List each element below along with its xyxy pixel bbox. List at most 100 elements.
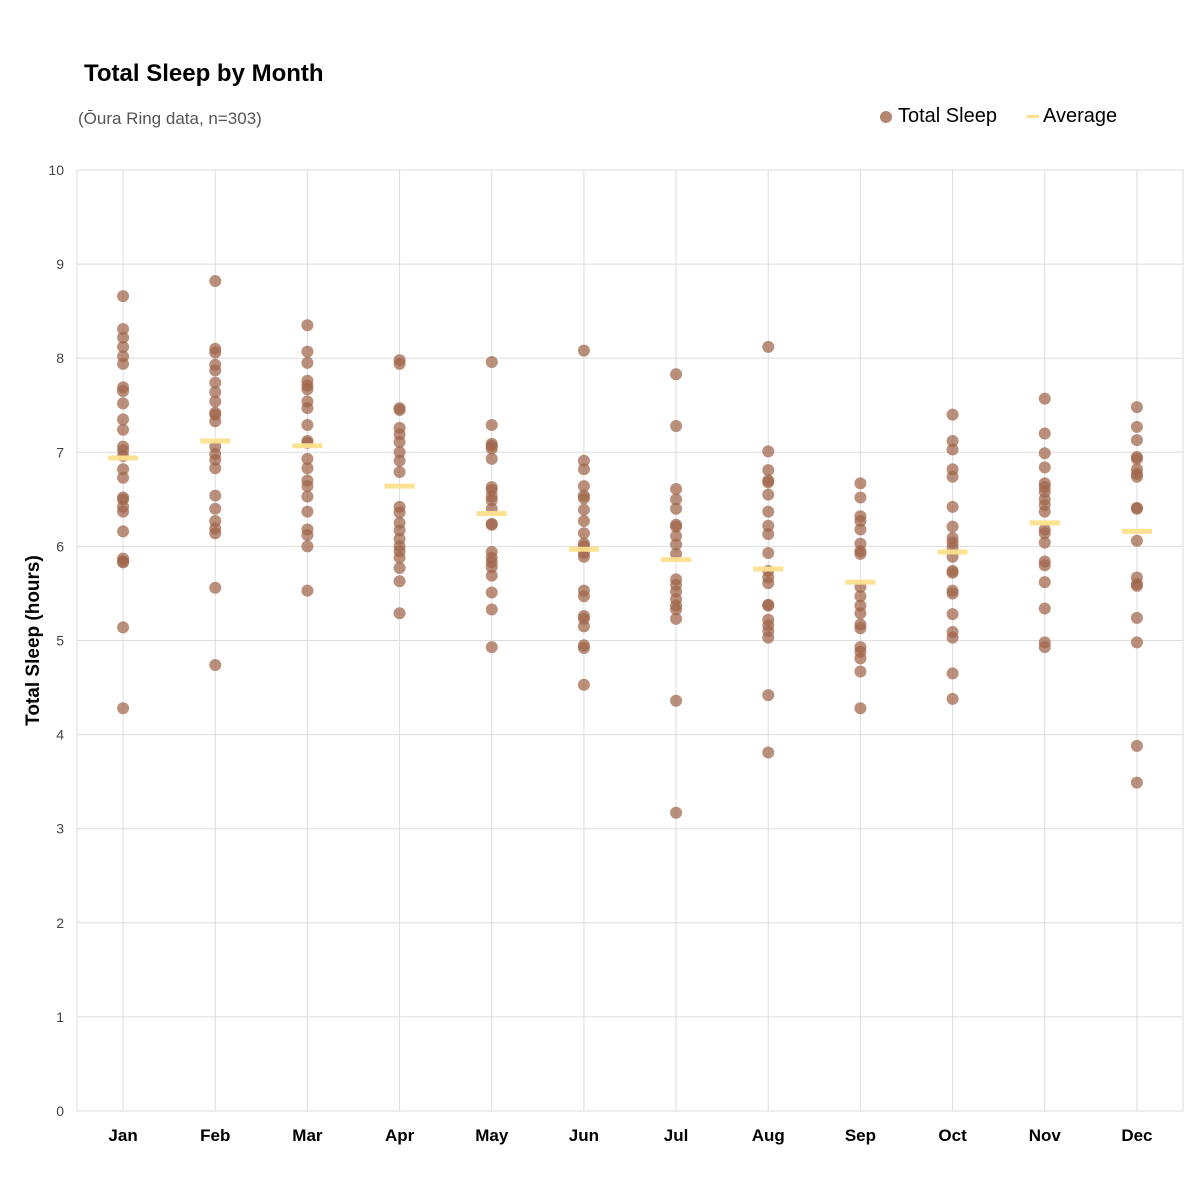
data-point	[1130, 579, 1143, 592]
data-point	[209, 453, 222, 466]
data-point	[209, 527, 222, 540]
data-point	[1038, 505, 1051, 518]
data-point	[393, 454, 406, 467]
data-point	[1038, 576, 1051, 589]
data-point	[1130, 502, 1143, 515]
data-point	[393, 551, 406, 564]
y-tick-label: 0	[56, 1103, 64, 1119]
data-point	[762, 519, 775, 532]
data-point	[762, 505, 775, 518]
data-point	[1038, 559, 1051, 572]
data-point	[762, 631, 775, 644]
data-point	[209, 376, 222, 389]
data-point	[1038, 427, 1051, 440]
data-point	[1130, 776, 1143, 789]
data-point	[670, 547, 683, 560]
data-point	[485, 641, 498, 654]
legend-dash-icon	[1026, 115, 1039, 118]
data-point	[577, 620, 590, 633]
data-point	[301, 356, 314, 369]
data-point	[209, 386, 222, 399]
data-point	[670, 612, 683, 625]
data-point	[946, 667, 959, 680]
data-point	[1130, 420, 1143, 433]
data-point	[117, 397, 130, 410]
data-point	[301, 490, 314, 503]
data-point	[209, 275, 222, 288]
y-tick-label: 5	[56, 633, 64, 649]
legend-dot-icon	[880, 110, 892, 123]
chart-subtitle: (Ōura Ring data, n=303)	[78, 109, 262, 128]
data-point	[1038, 527, 1051, 540]
data-point	[577, 492, 590, 505]
data-point	[209, 364, 222, 377]
data-point	[854, 665, 867, 678]
data-point	[762, 464, 775, 477]
data-point	[577, 527, 590, 540]
data-point	[117, 290, 130, 303]
data-point	[117, 463, 130, 476]
data-point	[393, 524, 406, 537]
axes: 0 1 2 3 4 5 6 7 8 9 10 Jan Feb Mar Apr May Jun Jul Aug Sep O…	[23, 162, 1153, 1145]
data-point	[393, 506, 406, 519]
chart-title: Total Sleep by Month	[84, 60, 324, 87]
data-point	[670, 694, 683, 707]
x-tick-label: Nov	[1029, 1126, 1062, 1145]
data-point	[1130, 739, 1143, 752]
data-point	[301, 452, 314, 465]
data-point	[301, 383, 314, 396]
data-point	[946, 587, 959, 600]
x-tick-label: Dec	[1121, 1126, 1152, 1145]
data-point	[117, 423, 130, 436]
data-point	[577, 678, 590, 691]
data-point	[1038, 602, 1051, 615]
data-point	[301, 319, 314, 332]
data-point	[117, 621, 130, 634]
data-point	[485, 603, 498, 616]
data-point	[485, 518, 498, 531]
data-point	[854, 702, 867, 715]
x-tick-label: Mar	[292, 1126, 323, 1145]
data-point	[670, 520, 683, 533]
y-tick-label: 8	[56, 350, 64, 366]
data-point	[577, 480, 590, 493]
data-point	[946, 500, 959, 513]
data-point	[854, 652, 867, 665]
data-point	[946, 692, 959, 705]
grid	[76, 169, 1184, 1112]
x-tick-label: Sep	[845, 1126, 876, 1145]
data-point	[117, 331, 130, 344]
data-point	[301, 462, 314, 475]
data-point	[117, 525, 130, 538]
data-point	[393, 562, 406, 575]
data-point	[1130, 636, 1143, 649]
y-tick-label: 2	[56, 915, 64, 931]
x-tick-label: Jan	[108, 1126, 137, 1145]
y-tick-label: 3	[56, 821, 64, 837]
data-point	[1130, 611, 1143, 624]
data-point	[117, 357, 130, 370]
data-point	[393, 466, 406, 479]
data-point	[117, 471, 130, 484]
y-tick-label: 7	[56, 444, 64, 460]
data-point	[117, 505, 130, 518]
data-point	[117, 556, 130, 569]
data-point	[762, 746, 775, 759]
x-tick-label: Feb	[200, 1126, 230, 1145]
data-point	[577, 590, 590, 603]
data-point	[577, 344, 590, 357]
data-point	[946, 435, 959, 448]
data-point	[670, 502, 683, 515]
data-point	[854, 491, 867, 504]
y-axis-title: Total Sleep (hours)	[23, 555, 44, 726]
data-point	[946, 443, 959, 456]
y-tick-label: 6	[56, 538, 64, 554]
data-point	[854, 622, 867, 635]
data-point	[762, 546, 775, 559]
data-point	[670, 493, 683, 506]
data-point	[670, 368, 683, 381]
data-point	[946, 608, 959, 621]
data-point	[854, 547, 867, 560]
x-tick-label: May	[475, 1126, 509, 1145]
